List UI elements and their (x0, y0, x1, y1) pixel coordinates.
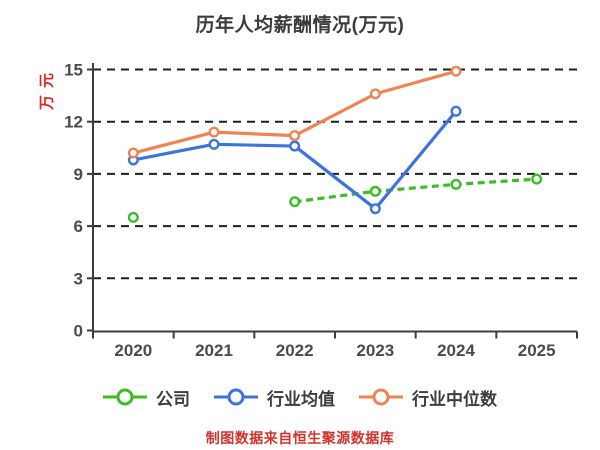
x-tick-label: 2020 (114, 341, 152, 360)
legend-swatch-company-icon (103, 388, 147, 406)
y-tick-label: 0 (74, 322, 83, 341)
data-point-industry-average-2023 (369, 203, 381, 215)
data-point-industry-median-2020 (127, 147, 139, 159)
chart-legend: 公司 行业均值 行业中位数 (0, 384, 600, 410)
y-tick-label: 12 (64, 113, 83, 132)
x-tick-label: 2022 (276, 341, 314, 360)
x-tick-label: 2025 (518, 341, 556, 360)
data-point-company-2025 (531, 173, 543, 185)
y-tick-label: 6 (74, 217, 83, 236)
series-line-company (294, 177, 537, 204)
data-point-industry-average-2022 (289, 140, 301, 152)
x-tick-label: 2024 (437, 341, 475, 360)
data-point-industry-average-2021 (208, 138, 220, 150)
legend-swatch-industry-median-icon (359, 388, 403, 406)
data-point-industry-median-2022 (289, 130, 301, 142)
data-point-industry-median-2021 (208, 126, 220, 138)
y-tick-label: 3 (74, 269, 83, 288)
data-point-company-2022 (289, 196, 301, 208)
y-tick-label: 9 (74, 165, 83, 184)
data-point-industry-median-2024 (450, 65, 462, 77)
data-point-company-2020 (127, 211, 139, 223)
legend-label-industry-average: 行业均值 (267, 389, 335, 409)
series-line-industry-average (133, 110, 458, 211)
legend-item-industry-average: 行业均值 (214, 385, 335, 410)
chart-title: 历年人均薪酬情况(万元) (195, 15, 405, 36)
legend-item-company: 公司 (103, 385, 190, 410)
legend-swatch-industry-average-icon (214, 388, 258, 406)
data-point-industry-median-2023 (369, 88, 381, 100)
source-note: 制图数据来自恒生聚源数据库 (205, 430, 395, 446)
x-tick-label: 2021 (195, 341, 233, 360)
x-tick-label: 2023 (356, 341, 394, 360)
data-point-industry-average-2024 (450, 105, 462, 117)
data-point-company-2024 (450, 178, 462, 190)
legend-item-industry-median: 行业中位数 (359, 385, 497, 410)
y-tick-label: 15 (64, 61, 83, 80)
legend-label-industry-median: 行业中位数 (412, 389, 497, 409)
legend-label-company: 公司 (156, 389, 190, 409)
data-point-company-2023 (369, 185, 381, 197)
